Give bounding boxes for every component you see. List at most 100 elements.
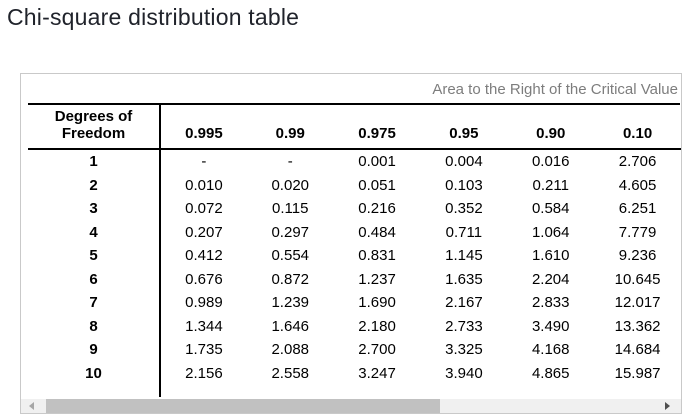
value-cell: 0.872 bbox=[271, 270, 310, 288]
value-cell: 2.088 bbox=[271, 341, 310, 358]
value-cell: 2.156 bbox=[185, 364, 223, 382]
clipped-cell bbox=[160, 385, 247, 397]
horizontal-scrollbar[interactable] bbox=[21, 399, 681, 413]
clipped-row bbox=[28, 385, 681, 397]
df-cell: 8 bbox=[28, 314, 161, 338]
column-header: 0.90 bbox=[507, 105, 595, 150]
chi-square-table: Degrees of Freedom 0.995 0.99 0.975 0.95… bbox=[28, 105, 681, 397]
value-cell: 0.207 bbox=[185, 223, 223, 241]
value-cell: 0.676 bbox=[185, 270, 223, 288]
value-cell: 0.103 bbox=[445, 176, 483, 194]
table-row: 10 2.156 2.558 3.247 3.940 4.865 15.987 bbox=[28, 361, 681, 385]
df-cell: 6 bbox=[28, 267, 161, 291]
value-cell: 0.001 bbox=[358, 153, 396, 170]
table-row: 1 - - 0.001 0.004 0.016 2.706 bbox=[28, 149, 681, 174]
df-cell: 1 bbox=[28, 149, 161, 174]
clipped-cell bbox=[28, 385, 161, 397]
value-cell: 9.236 bbox=[618, 247, 657, 264]
value-cell: 2.833 bbox=[531, 294, 570, 311]
df-cell: 4 bbox=[28, 220, 161, 244]
value-cell: 0.004 bbox=[445, 153, 483, 170]
clipped-cell bbox=[420, 385, 507, 397]
clipped-cell bbox=[507, 385, 594, 397]
table-row: 6 0.676 0.872 1.237 1.635 2.204 10.645 bbox=[28, 267, 681, 291]
scroll-left-icon[interactable] bbox=[29, 402, 34, 410]
column-header: 0.10 bbox=[594, 105, 681, 150]
value-cell: - bbox=[201, 153, 207, 170]
value-cell: 1.646 bbox=[271, 317, 310, 335]
clipped-cell bbox=[334, 385, 421, 397]
value-cell: 0.297 bbox=[271, 223, 310, 241]
value-cell: 1.610 bbox=[531, 247, 570, 264]
value-cell: 1.735 bbox=[185, 341, 223, 358]
column-header: 0.99 bbox=[246, 105, 334, 150]
clipped-cell bbox=[594, 385, 681, 397]
value-cell: 10.645 bbox=[614, 270, 661, 288]
value-cell: 3.247 bbox=[358, 364, 396, 382]
value-cell: 1.145 bbox=[445, 247, 483, 264]
value-cell: 0.352 bbox=[445, 200, 483, 217]
value-cell: 6.251 bbox=[618, 200, 657, 217]
value-cell: 1.237 bbox=[358, 270, 396, 288]
df-cell: 7 bbox=[28, 291, 161, 315]
table-row: 8 1.344 1.646 2.180 2.733 3.490 13.362 bbox=[28, 314, 681, 338]
scroll-right-icon[interactable] bbox=[665, 402, 670, 410]
table-row: 3 0.072 0.115 0.216 0.352 0.584 6.251 bbox=[28, 197, 681, 221]
table-caption: Area to the Right of the Critical Value bbox=[28, 74, 680, 105]
value-cell: 1.344 bbox=[185, 317, 223, 335]
value-cell: 3.940 bbox=[445, 364, 483, 382]
value-cell: 3.325 bbox=[445, 341, 483, 358]
value-cell: 1.690 bbox=[358, 294, 396, 311]
value-cell: 1.064 bbox=[531, 223, 570, 241]
header-row: Degrees of Freedom 0.995 0.99 0.975 0.95… bbox=[28, 105, 681, 150]
value-cell: 1.635 bbox=[445, 270, 483, 288]
df-cell: 10 bbox=[28, 361, 161, 385]
value-cell: 14.684 bbox=[614, 341, 661, 358]
value-cell: 2.204 bbox=[531, 270, 570, 288]
column-header: 0.995 bbox=[160, 105, 247, 150]
value-cell: 0.020 bbox=[271, 176, 310, 194]
column-header: 0.95 bbox=[420, 105, 508, 150]
value-cell: 0.484 bbox=[358, 223, 396, 241]
value-cell: 0.072 bbox=[185, 200, 223, 217]
value-cell: 0.211 bbox=[532, 176, 569, 194]
value-cell: 0.554 bbox=[271, 247, 310, 264]
value-cell: 2.167 bbox=[445, 294, 483, 311]
value-cell: 0.989 bbox=[185, 294, 223, 311]
value-cell: 4.605 bbox=[618, 176, 657, 194]
df-cell: 2 bbox=[28, 173, 161, 197]
value-cell: 0.584 bbox=[531, 200, 570, 217]
degrees-of-freedom-header: Degrees of Freedom bbox=[28, 105, 161, 150]
value-cell: - bbox=[287, 153, 293, 170]
df-cell: 9 bbox=[28, 338, 161, 362]
table-row: 2 0.010 0.020 0.051 0.103 0.211 4.605 bbox=[28, 173, 681, 197]
value-cell: 0.115 bbox=[272, 200, 309, 217]
table-row: 4 0.207 0.297 0.484 0.711 1.064 7.779 bbox=[28, 220, 681, 244]
column-header: 0.975 bbox=[333, 105, 421, 150]
value-cell: 0.051 bbox=[358, 176, 396, 194]
value-cell: 2.706 bbox=[618, 153, 657, 170]
value-cell: 0.711 bbox=[445, 223, 483, 241]
value-cell: 0.831 bbox=[358, 247, 396, 264]
value-cell: 0.216 bbox=[358, 200, 396, 217]
chi-square-table-panel: Area to the Right of the Critical Value … bbox=[20, 73, 682, 414]
table-row: 5 0.412 0.554 0.831 1.145 1.610 9.236 bbox=[28, 244, 681, 268]
table-row: 9 1.735 2.088 2.700 3.325 4.168 14.684 bbox=[28, 338, 681, 362]
value-cell: 3.490 bbox=[531, 317, 570, 335]
value-cell: 13.362 bbox=[614, 317, 661, 335]
value-cell: 2.733 bbox=[445, 317, 483, 335]
value-cell: 7.779 bbox=[618, 223, 657, 241]
value-cell: 4.865 bbox=[531, 364, 570, 382]
value-cell: 2.180 bbox=[358, 317, 396, 335]
value-cell: 12.017 bbox=[614, 294, 661, 311]
value-cell: 1.239 bbox=[271, 294, 310, 311]
value-cell: 2.558 bbox=[271, 364, 310, 382]
value-cell: 2.700 bbox=[358, 341, 396, 358]
value-cell: 0.010 bbox=[185, 176, 223, 194]
scrollbar-thumb[interactable] bbox=[46, 399, 440, 413]
value-cell: 15.987 bbox=[614, 364, 661, 382]
value-cell: 4.168 bbox=[531, 341, 570, 358]
value-cell: 0.016 bbox=[531, 153, 570, 170]
page-title: Chi-square distribution table bbox=[7, 4, 300, 30]
value-cell: 0.412 bbox=[185, 247, 223, 264]
